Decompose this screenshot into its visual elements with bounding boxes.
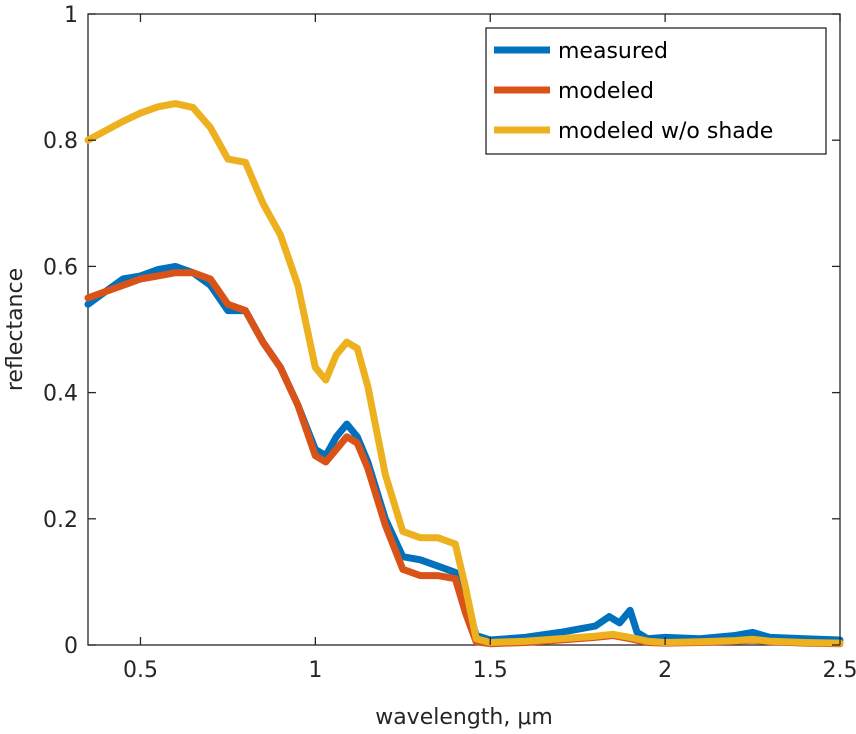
x-tick-label: 1 <box>308 658 322 683</box>
series-lines <box>84 100 844 648</box>
series-line-modeled-w-o-shade <box>84 100 844 647</box>
legend: measured modeled modeled w/o shade <box>485 27 827 155</box>
y-axis-label: reflectance <box>3 268 28 391</box>
y-tick-label: 0.2 <box>43 508 78 533</box>
y-tick-label: 0.4 <box>43 382 78 407</box>
legend-label-modeled: modeled <box>558 79 654 104</box>
axis-ticks: 0.5 1 1.5 2 2.5 0 0.2 0.4 0.6 0.8 1 <box>43 3 856 683</box>
x-tick-label: 2.5 <box>823 658 856 683</box>
y-tick-label: 0 <box>64 634 78 659</box>
x-tick-label: 1.5 <box>473 658 508 683</box>
x-axis-label: wavelength, μm <box>375 705 553 730</box>
y-tick-label: 0.8 <box>43 129 78 154</box>
y-tick-label: 0.6 <box>43 255 78 280</box>
legend-label-measured: measured <box>558 39 668 64</box>
x-tick-label: 0.5 <box>123 658 158 683</box>
legend-label-modeled-wo-shade: modeled w/o shade <box>558 119 773 144</box>
y-tick-label: 1 <box>64 3 78 28</box>
x-tick-label: 2 <box>658 658 672 683</box>
